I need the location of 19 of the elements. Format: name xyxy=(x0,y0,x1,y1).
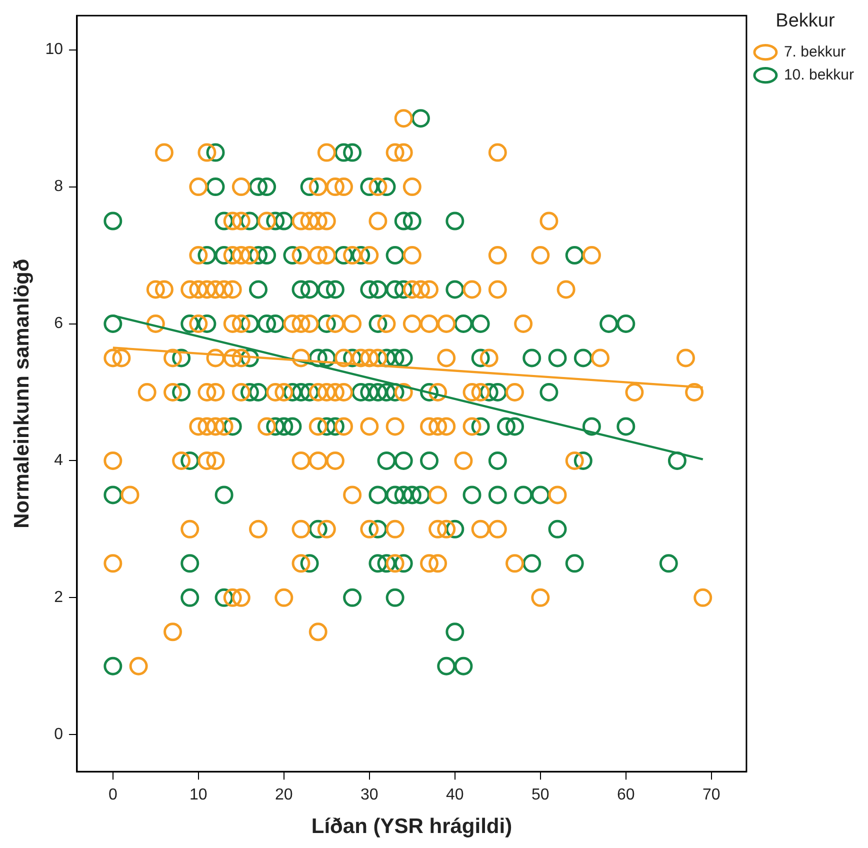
x-tick-label: 70 xyxy=(702,786,720,804)
x-tick-label: 50 xyxy=(532,786,550,804)
x-tick-label: 20 xyxy=(275,786,293,804)
x-tick-label: 0 xyxy=(108,786,118,804)
x-tick-label: 60 xyxy=(617,786,635,804)
y-tick-label: 0 xyxy=(54,726,64,744)
x-tick-label: 40 xyxy=(446,786,464,804)
y-tick-label: 10 xyxy=(45,41,64,58)
x-tick-label: 10 xyxy=(190,786,208,804)
x-axis-title: Líðan (YSR hrágildi) xyxy=(311,815,512,838)
y-tick-label: 2 xyxy=(54,589,64,606)
x-tick-label: 30 xyxy=(360,786,378,804)
y-tick-label: 8 xyxy=(54,178,64,196)
legend-label: 10. bekkur xyxy=(784,66,854,84)
legend-label: 7. bekkur xyxy=(784,43,846,60)
legend-title: Bekkur xyxy=(776,10,836,32)
y-axis-title: Normaleinkunn samanlögð xyxy=(10,258,34,528)
y-tick-label: 6 xyxy=(54,315,64,332)
y-tick-label: 4 xyxy=(54,452,64,470)
